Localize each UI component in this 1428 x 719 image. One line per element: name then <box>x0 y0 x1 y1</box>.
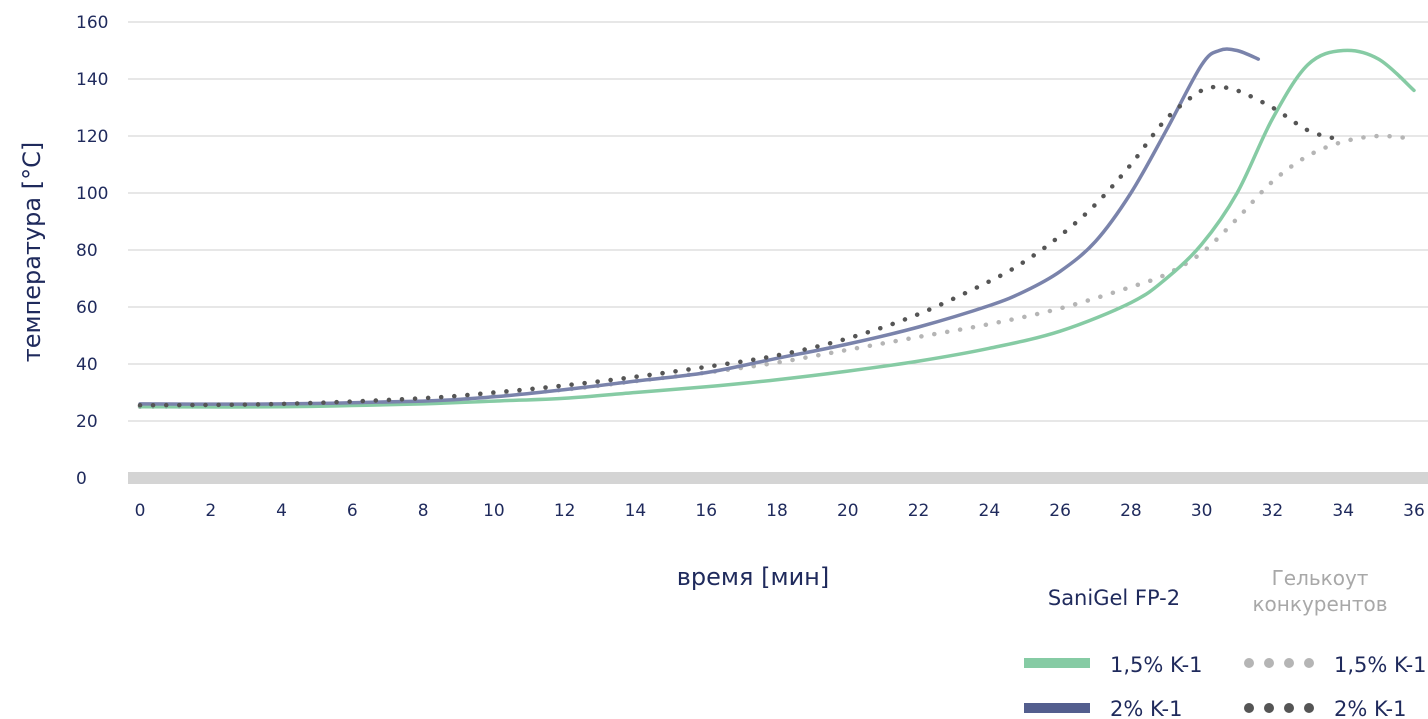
y-axis-label: температура [°C] <box>18 142 46 363</box>
x-tick-label: 22 <box>908 501 930 521</box>
y-tick-label: 160 <box>76 13 108 33</box>
x-tick-label: 28 <box>1120 501 1142 521</box>
legend-label-sanigel-15: 1,5% K-1 <box>1110 653 1203 677</box>
x-tick-label: 26 <box>1049 501 1071 521</box>
x-tick-label: 0 <box>135 501 146 521</box>
x-tick-label: 2 <box>205 501 216 521</box>
x-tick-label: 14 <box>625 501 647 521</box>
y-tick-label: 0 <box>76 469 87 489</box>
y-tick-label: 40 <box>76 355 98 375</box>
y-tick-label: 140 <box>76 70 108 90</box>
x-tick-label: 36 <box>1403 501 1425 521</box>
legend-group-sanigel: SaniGel FP-2 <box>1048 586 1180 610</box>
legend-swatch-competitor-15 <box>1244 658 1314 668</box>
grid-lines <box>128 21 1428 422</box>
y-tick-labels: 0 20 40 60 80 100 120 140 160 <box>76 13 108 489</box>
legend-label-competitor-15: 1,5% K-1 <box>1334 653 1427 677</box>
x-tick-label: 6 <box>347 501 358 521</box>
series-lines <box>137 47 1417 410</box>
legend-group-competitor-line1: Гелькоут <box>1272 566 1369 590</box>
x-tick-label: 4 <box>276 501 287 521</box>
x-tick-label: 32 <box>1262 501 1284 521</box>
legend-swatch-competitor-2 <box>1244 703 1314 713</box>
legend-label-competitor-2: 2% K-1 <box>1334 697 1407 719</box>
x-tick-label: 16 <box>695 501 717 521</box>
x-tick-label: 8 <box>418 501 429 521</box>
legend-swatch-sanigel-2 <box>1024 703 1090 713</box>
y-tick-label: 20 <box>76 412 98 432</box>
x-axis-label: время [мин] <box>677 563 829 591</box>
y-tick-label: 80 <box>76 241 98 261</box>
legend: SaniGel FP-2 Гелькоут конкурентов 1,5% K… <box>1024 566 1427 719</box>
x-tick-label: 34 <box>1332 501 1354 521</box>
x-tick-labels: 0 2 4 6 8 10 12 14 16 18 20 22 24 26 28 30 32 34 36 <box>135 501 1425 521</box>
x-tick-label: 20 <box>837 501 859 521</box>
y-tick-label: 100 <box>76 184 108 204</box>
x-tick-label: 12 <box>554 501 576 521</box>
x-tick-label: 24 <box>979 501 1001 521</box>
y-tick-label: 120 <box>76 127 108 147</box>
x-tick-label: 18 <box>766 501 788 521</box>
legend-swatch-sanigel-15 <box>1024 658 1090 668</box>
series-line-competitor-15 <box>137 133 1417 410</box>
x-tick-label: 30 <box>1191 501 1213 521</box>
legend-label-sanigel-2: 2% K-1 <box>1110 697 1183 719</box>
x-axis-baseline <box>128 472 1428 484</box>
series-line-sanigel-2 <box>138 47 1261 406</box>
legend-group-competitor-line2: конкурентов <box>1252 592 1387 616</box>
series-line-competitor-2 <box>137 84 1339 408</box>
y-tick-label: 60 <box>76 298 98 318</box>
x-tick-label: 10 <box>483 501 505 521</box>
series-line-sanigel-15 <box>138 48 1416 409</box>
